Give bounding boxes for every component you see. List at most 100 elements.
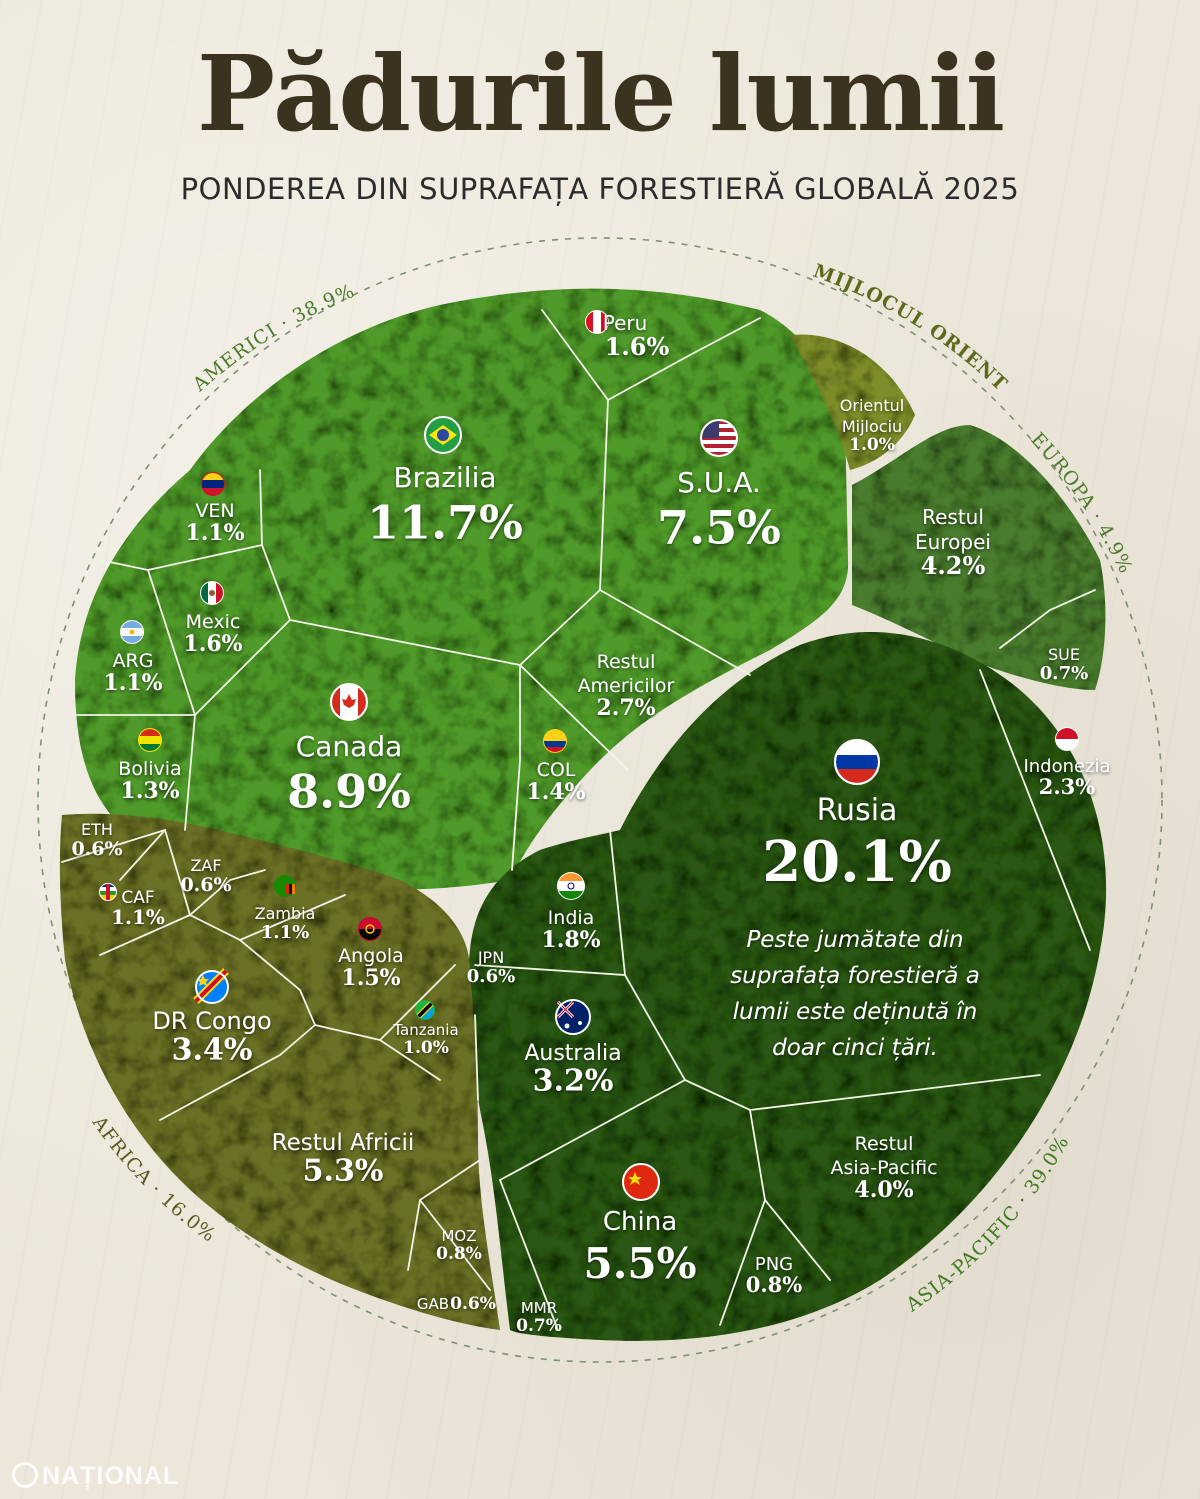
cell-name-rusia: Rusia (817, 793, 898, 828)
flags (99, 310, 1079, 1201)
cell-value-s-u-a-: 7.5% (657, 501, 781, 555)
flag-angola-icon (358, 917, 382, 941)
cell-name-peru: Peru (603, 311, 648, 335)
flag-indonesia-icon (1055, 727, 1079, 751)
flag-venezuela-icon (201, 472, 225, 496)
cell-name-png: PNG (755, 1254, 793, 1275)
cell-value-mmr: 0.7% (516, 1316, 562, 1336)
annotation-note: Peste jumătate din suprafața forestieră a… (730, 927, 980, 1061)
cell-value-caf: 1.1% (111, 905, 165, 929)
cell-value-restul-asia-pacific: 4.0% (854, 1177, 913, 1203)
region-americas (75, 288, 849, 890)
cell-value-india: 1.8% (541, 927, 600, 953)
cell-value-zambia: 1.1% (261, 922, 309, 943)
cell-value-moz: 0.8% (436, 1244, 482, 1264)
cell-name-india: India (548, 907, 595, 929)
flag-russia-icon (834, 739, 880, 785)
cell-value-indonezia: 2.3% (1039, 774, 1096, 799)
cell-value-zaf: 0.6% (180, 874, 231, 896)
flag-caf-icon (99, 883, 117, 901)
cell-value-china: 5.5% (584, 1239, 697, 1288)
cell-name-mmr: MMR (521, 1299, 557, 1317)
cell-value-mexic: 1.6% (183, 631, 242, 657)
cell-value-rusia: 20.1% (762, 829, 952, 895)
region-middle-east (790, 334, 915, 470)
flag-australia-icon (555, 999, 591, 1035)
cell-value-eth: 0.6% (71, 838, 122, 860)
cell-name-sue: SUE (1048, 645, 1080, 664)
cell-name-moz: MOZ (441, 1227, 476, 1245)
cell-borders (61, 309, 1096, 1331)
flag-usa-icon (700, 419, 738, 457)
flag-zambia-icon (274, 875, 296, 897)
flag-brazil-icon (424, 416, 462, 454)
cell-value-australia: 3.2% (533, 1064, 614, 1099)
flag-peru-icon (585, 310, 609, 334)
cell-value-gab: 0.6% (450, 1294, 496, 1314)
flag-argentina-icon (120, 620, 144, 644)
cell-name-tanzania: Tanzania (392, 1021, 458, 1039)
cell-name-gab: GAB (417, 1295, 449, 1313)
cell-value-sue: 0.7% (1040, 663, 1088, 684)
cell-name-caf: CAF (121, 888, 154, 908)
flag-bolivia-icon (138, 728, 162, 752)
cell-value-restul-africii: 5.3% (303, 1154, 384, 1189)
cell-value-arg: 1.1% (103, 670, 162, 696)
cell-name-restul-asia-pacific: Restul Asia-Pacific (830, 1133, 937, 1179)
cell-name-china: China (603, 1207, 677, 1237)
flag-tanzania-icon (415, 1000, 435, 1020)
logo-text: NAȚIONAL (42, 1462, 180, 1490)
cell-name-ven: VEN (195, 500, 234, 522)
cell-name-restul-europei: Restul Europei (915, 505, 991, 554)
cell-value-orientul-mijlociu: 1.0% (849, 435, 895, 455)
cell-s-u-a-: S.U.A.7.5% (657, 466, 781, 555)
cell-value-peru: 1.6% (605, 332, 670, 361)
region-europe (852, 425, 1106, 690)
flag-china-icon (622, 1163, 660, 1201)
flag-drc-icon (193, 968, 229, 1004)
region-asia-pacific (468, 632, 1107, 1341)
cell-name-orientul-mijlociu: Orientul Mijlociu (840, 396, 904, 436)
cell-value-restul-americilor: 2.7% (596, 695, 655, 721)
chart-title: Pădurile lumii (196, 32, 1005, 155)
cell-name-bolivia: Bolivia (118, 758, 181, 780)
cell-name-jpn: JPN (477, 948, 504, 967)
cell-name-zaf: ZAF (190, 856, 221, 875)
region-blobs (59, 288, 1107, 1341)
cell-name-zambia: Zambia (255, 904, 316, 923)
cell-value-restul-europei: 4.2% (921, 551, 986, 580)
cell-value-col: 1.4% (526, 779, 585, 805)
cell-value-bolivia: 1.3% (120, 778, 179, 804)
flag-india-icon (557, 872, 585, 900)
cell-labels: Brazilia11.7%S.U.A.7.5%Canada8.9%Peru1.6… (71, 311, 1110, 1336)
cell-value-png: 0.8% (746, 1272, 803, 1297)
flag-colombia-icon (543, 729, 567, 753)
region-africa (59, 813, 501, 1330)
cell-name-dr-congo: DR Congo (152, 1007, 271, 1035)
cell-value-jpn: 0.6% (467, 966, 515, 987)
